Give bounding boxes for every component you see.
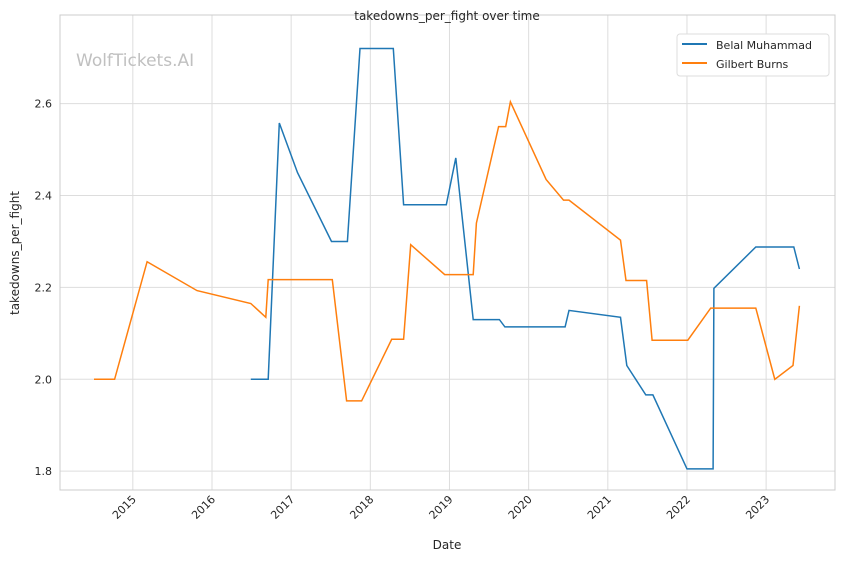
legend-box (676, 33, 830, 77)
y-tick-label: 2.6 (35, 98, 53, 111)
y-axis-label: takedowns_per_fight (8, 191, 22, 315)
legend-label-gilbert: Gilbert Burns (716, 58, 789, 71)
ticks: 2015 2016 2017 2018 2019 2020 2021 2022 2023 1.8 2… (35, 98, 773, 522)
series-lines (94, 47, 801, 470)
y-tick-label: 2.0 (35, 373, 53, 386)
x-tick-label: 2021 (585, 493, 614, 522)
legend: Belal Muhammad Gilbert Burns (676, 33, 830, 77)
y-tick-label: 2.4 (35, 190, 53, 203)
x-tick-label: 2015 (110, 493, 139, 522)
series-line-belal-muhammad (250, 47, 801, 470)
x-tick-label: 2019 (427, 493, 456, 522)
grid (60, 15, 835, 490)
x-tick-label: 2017 (268, 493, 297, 522)
series-line-gilbert-burns (94, 99, 801, 402)
plot-frame (59, 14, 836, 491)
chart-title: takedowns_per_fight over time (354, 9, 540, 23)
x-tick-label: 2016 (189, 493, 218, 522)
y-tick-label: 2.2 (35, 281, 53, 294)
y-tick-label: 1.8 (35, 465, 53, 478)
x-tick-label: 2018 (347, 493, 376, 522)
x-tick-label: 2023 (743, 493, 772, 522)
watermark: WolfTickets.AI (76, 51, 194, 71)
x-axis-label: Date (433, 538, 462, 552)
legend-label-belal: Belal Muhammad (716, 39, 812, 52)
x-tick-label: 2022 (664, 493, 693, 522)
x-tick-label: 2020 (506, 493, 535, 522)
